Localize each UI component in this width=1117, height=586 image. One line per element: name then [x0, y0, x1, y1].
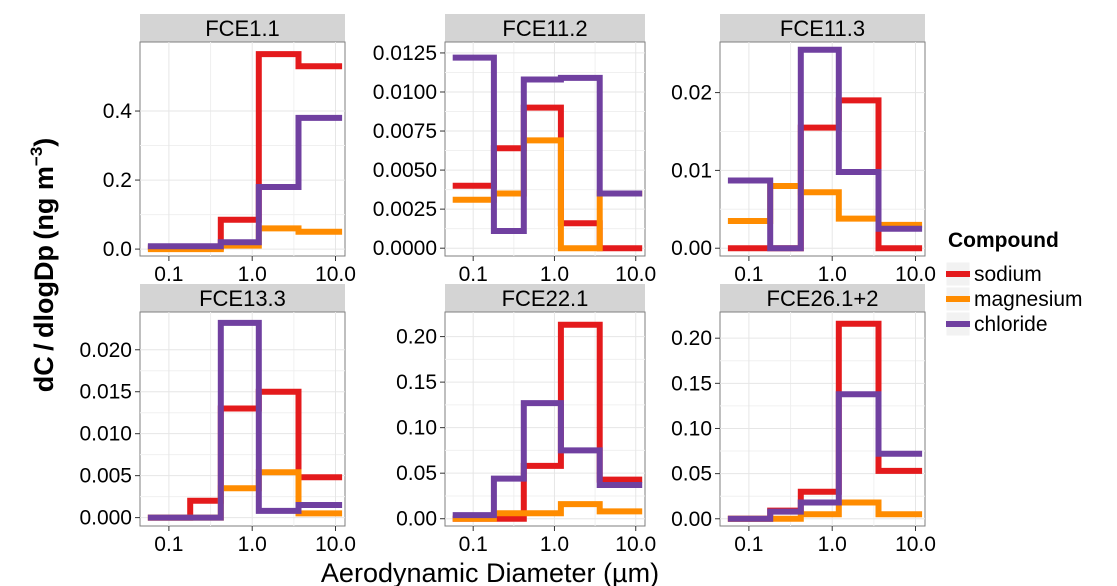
y-tick-label: 0.020 [79, 339, 132, 362]
facet-panel: FCE13.3 0.1 1.0 10.0 0.000 0.005 0.010 0.015 0.0… [79, 284, 356, 556]
y-tick-label: 0.4 [103, 100, 133, 123]
y-axis-title: dC / dlogDp (ng m−3) [27, 138, 59, 393]
y-tick-label: 0.0100 [373, 81, 437, 104]
y-tick-label: 0.10 [396, 417, 437, 440]
y-tick-label: 0.05 [671, 463, 712, 486]
y-tick-label: 0.015 [79, 381, 132, 404]
x-tick-label: 0.1 [459, 263, 488, 286]
y-tick-label: 0.01 [671, 159, 712, 182]
y-tick-label: 0.02 [671, 82, 712, 105]
x-tick-label: 10.0 [615, 263, 656, 286]
x-tick-label: 0.1 [734, 263, 763, 286]
y-tick-label: 0.0 [103, 238, 132, 261]
y-axis-title-sup: −3 [27, 147, 46, 166]
y-tick-label: 0.15 [671, 372, 712, 395]
facet-panels: FCE1.1 0.1 1.0 10.0 0.0 0.2 0.4 FCE11.2 0.1 1.0 10… [79, 14, 936, 556]
legend-label-sodium: sodium [974, 263, 1042, 286]
x-tick-label: 10.0 [895, 533, 936, 556]
facet-strip-label: FCE13.3 [199, 286, 286, 311]
series-line-chloride [147, 114, 343, 250]
panel-background [444, 41, 646, 257]
y-axis-title-main: dC / dlogDp (ng m [29, 166, 59, 392]
y-tick-label: 0.0125 [373, 42, 437, 65]
facet-strip-label: FCE1.1 [205, 16, 280, 41]
series-line-sodium [452, 321, 643, 522]
x-axis-title: Aerodynamic Diameter (µm) [321, 558, 659, 586]
y-axis-title-close: ) [29, 138, 59, 147]
legend-label-magnesium: magnesium [974, 288, 1083, 311]
facet-panel: FCE22.1 0.1 1.0 10.0 0.00 0.05 0.10 0.15 0.20 [396, 284, 656, 556]
facet-strip-label: FCE11.3 [780, 16, 865, 41]
x-tick-label: 1.0 [818, 263, 847, 286]
panel-background [139, 311, 346, 527]
facet-strip-label: FCE11.2 [502, 16, 587, 41]
series-line-magnesium [727, 499, 923, 522]
y-tick-label: 0.20 [671, 327, 712, 350]
y-tick-label: 0.010 [79, 423, 132, 446]
y-tick-label: 0.000 [79, 507, 132, 530]
legend-title: Compound [948, 229, 1059, 252]
legend-label-chloride: chloride [974, 313, 1048, 336]
y-tick-label: 0.00 [671, 508, 712, 531]
y-tick-label: 0.00 [396, 508, 437, 531]
y-tick-label: 0.15 [396, 371, 437, 394]
facet-strip [720, 284, 925, 312]
x-tick-label: 1.0 [238, 533, 267, 556]
panel-background [139, 41, 346, 257]
series-line-chloride [727, 46, 923, 252]
y-tick-label: 0.0050 [373, 159, 437, 182]
x-tick-label: 10.0 [315, 533, 356, 556]
y-tick-label: 0.0075 [373, 120, 437, 143]
series-line-sodium [147, 388, 343, 521]
facet-panel: FCE11.2 0.1 1.0 10.0 0.0000 0.0025 0.0050 0.007… [373, 14, 656, 286]
series-line-chloride [727, 391, 923, 522]
facet-strip [140, 14, 345, 42]
x-tick-label: 1.0 [238, 263, 267, 286]
y-tick-label: 0.0025 [373, 198, 437, 221]
y-tick-label: 0.2 [103, 169, 132, 192]
facet-strip [720, 14, 925, 42]
x-tick-label: 0.1 [154, 263, 183, 286]
x-tick-label: 1.0 [540, 533, 569, 556]
x-tick-label: 10.0 [315, 263, 356, 286]
y-tick-label: 0.10 [671, 417, 712, 440]
facet-strip-label: FCE26.1+2 [767, 286, 879, 311]
series-line-chloride [452, 400, 643, 519]
x-tick-label: 0.1 [154, 533, 183, 556]
y-tick-label: 0.005 [79, 465, 132, 488]
facet-panel: FCE26.1+2 0.1 1.0 10.0 0.00 0.05 0.10 0.15 0.20 [671, 284, 936, 556]
x-tick-label: 0.1 [734, 533, 763, 556]
facet-panel: FCE1.1 0.1 1.0 10.0 0.0 0.2 0.4 [103, 14, 356, 286]
panel-background [444, 311, 646, 527]
facet-strip [445, 14, 645, 42]
facet-strip [140, 284, 345, 312]
series-line-chloride [452, 54, 643, 234]
facet-strip-label: FCE22.1 [502, 286, 589, 311]
x-tick-label: 10.0 [895, 263, 936, 286]
series-line-chloride [147, 319, 343, 521]
y-tick-label: 0.00 [671, 237, 712, 260]
y-tick-label: 0.20 [396, 326, 437, 349]
x-tick-label: 1.0 [818, 533, 847, 556]
y-tick-label: 0.05 [396, 462, 437, 485]
y-tick-label: 0.0000 [373, 237, 437, 260]
x-tick-label: 0.1 [459, 533, 488, 556]
x-tick-label: 10.0 [615, 533, 656, 556]
facet-strip [445, 284, 645, 312]
facet-panel: FCE11.3 0.1 1.0 10.0 0.00 0.01 0.02 [671, 14, 936, 286]
x-tick-label: 1.0 [540, 263, 569, 286]
